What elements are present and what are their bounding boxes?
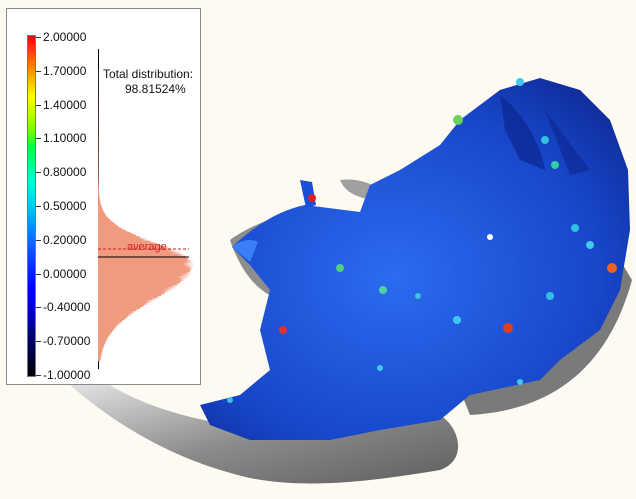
- scale-tick-mark: [36, 172, 41, 174]
- scale-tick-mark: [36, 104, 41, 106]
- scale-tick-label: -0.40000: [43, 300, 91, 315]
- color-scale-bar: [27, 35, 36, 377]
- scale-tick-mark: [36, 239, 41, 241]
- scale-tick-label: -1.00000: [43, 368, 91, 382]
- scale-tick-label: 0.00000: [43, 266, 87, 281]
- colored-deviation-mesh: [200, 78, 630, 440]
- scale-tick-mark: [36, 273, 41, 275]
- scale-tick-mark: [36, 70, 41, 72]
- scale-tick-mark: [36, 37, 41, 38]
- scale-tick-label: 1.40000: [43, 97, 87, 112]
- histogram-area: [98, 69, 194, 361]
- scale-tick-mark: [36, 375, 41, 376]
- scale-tick-mark: [36, 341, 41, 343]
- scale-tick-label: 0.20000: [43, 232, 87, 247]
- scale-tick-mark: [36, 138, 41, 140]
- distribution-histogram: [98, 69, 194, 361]
- scale-tick-label: 1.70000: [43, 63, 87, 78]
- deviation-legend-panel: 2.00000 1.70000 1.40000 1.10000 0.80000 0.500…: [6, 8, 201, 385]
- average-label: average: [127, 241, 167, 253]
- total-distribution-label: Total distribution:: [103, 67, 194, 81]
- total-distribution-value: 98.81524%: [125, 82, 186, 96]
- hotspots: [227, 78, 617, 403]
- scale-tick-mark: [36, 206, 41, 207]
- scale-tick-label: 0.80000: [43, 165, 87, 180]
- scale-tick-label: 2.00000: [43, 30, 87, 44]
- scale-tick-label: -0.70000: [43, 334, 91, 349]
- scale-tick-label: 1.10000: [43, 131, 87, 146]
- scale-tick-label: 0.50000: [43, 199, 87, 213]
- scale-tick-mark: [36, 307, 41, 309]
